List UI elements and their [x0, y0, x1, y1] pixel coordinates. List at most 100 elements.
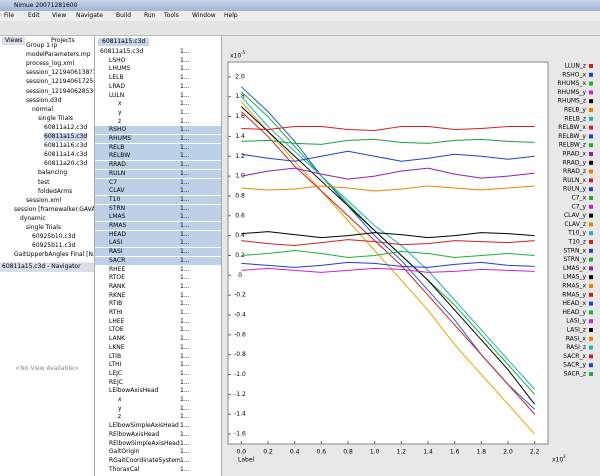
tree-item[interactable]: LTOE [109, 326, 124, 334]
tree-item[interactable]: RMAS [109, 222, 126, 230]
menu-item[interactable]: Window [192, 12, 216, 20]
tree-item[interactable]: LSHO [109, 57, 125, 65]
tree-item[interactable]: LHEE [109, 318, 124, 326]
tree-value: 1... [180, 326, 190, 334]
tree-item[interactable]: single Trials [38, 115, 73, 123]
menu-bar: File Edit View Navigate Build Run Tools Window H… [0, 11, 600, 21]
tree-item[interactable]: 60811a14.c3d [44, 151, 87, 159]
tree-item[interactable]: x [118, 396, 122, 404]
tree-item[interactable]: x [118, 100, 122, 108]
tree-item[interactable]: Group 1 ip [26, 42, 57, 50]
tree-item[interactable]: T10 [109, 196, 120, 204]
tree-item[interactable]: process_log.xml [26, 60, 74, 68]
projects-panel: ViewsProjectsGroup 1 ipmodelParameters.m… [0, 36, 95, 262]
legend-label: LLUN_z [565, 63, 586, 70]
tree-item[interactable]: 60811a20.c3d [44, 160, 87, 168]
tree-item[interactable]: z [118, 413, 121, 421]
tree-item[interactable]: RGaitCoordinateSystem [109, 457, 181, 465]
tree-item[interactable]: 60811a15.c3d [100, 48, 143, 56]
tree-item[interactable]: LASI [109, 239, 122, 247]
tree-item[interactable]: session_1219406138??? [26, 69, 95, 77]
legend-label: CLAV_z [564, 221, 586, 228]
tree-item[interactable]: modelParameters.mp [26, 51, 91, 59]
tree-item[interactable]: LElbowAxisHead [109, 387, 158, 395]
tree-item[interactable]: RRAD [109, 161, 126, 169]
tree-item[interactable]: GaitUpperbAngles Final [N... [14, 251, 95, 259]
tree-item[interactable]: test [38, 179, 50, 187]
tree-item[interactable]: 60925b10.c3d [32, 233, 75, 241]
tree-item[interactable]: STRN [109, 205, 125, 213]
tree-item[interactable]: C7 [109, 179, 117, 187]
tree-item[interactable]: foldedArms [38, 188, 72, 196]
tree-item[interactable]: ThoraxCal [109, 466, 139, 474]
tree-item[interactable]: LHUMS [109, 65, 130, 73]
menu-item[interactable]: Edit [28, 12, 40, 20]
tree-item[interactable]: LTIB [109, 353, 121, 361]
tree-item[interactable]: LANK [109, 335, 125, 343]
tree-item[interactable]: RASI [109, 248, 123, 256]
tree-value: 1... [180, 170, 190, 178]
tree-item[interactable]: RElbowSimpleAxisHead [109, 440, 180, 448]
tree-item[interactable]: session.d3d [26, 97, 62, 105]
tree-item[interactable]: 60811a15.c3d [44, 133, 87, 141]
tree-item[interactable]: RULN [109, 170, 125, 178]
menu-item[interactable]: File [4, 12, 14, 20]
tree-item[interactable]: LEJC [109, 370, 122, 378]
legend-label: LMAS_x [563, 265, 586, 272]
tree-item[interactable]: session_1219406172567 [26, 78, 95, 86]
tree-item[interactable]: RSHO [109, 126, 126, 134]
tree-item[interactable]: y [118, 405, 122, 413]
legend-label: SACR_z [564, 371, 586, 378]
tree-item[interactable]: session [framewalker.GAVA... [14, 206, 95, 214]
menu-item[interactable]: Run [144, 12, 156, 20]
tree-item[interactable]: RANK [109, 283, 125, 291]
legend-label: LMAS_y [563, 274, 586, 281]
tree-item[interactable]: LElbowSimpleAxisHead [109, 422, 179, 430]
tree-item[interactable]: session.xml [26, 197, 61, 205]
tree-item[interactable]: REJC [109, 379, 123, 387]
tree-item[interactable]: 60925b11.c3d [32, 242, 75, 250]
tree-item[interactable]: SACR [109, 257, 125, 265]
legend-label: RRAD_y [563, 159, 587, 166]
tree-item[interactable]: 60811a16.c3d [44, 142, 87, 150]
panel-tab[interactable]: Views [2, 37, 25, 45]
tree-item[interactable]: RTHI [109, 309, 123, 317]
tree-item[interactable]: RELB [109, 144, 124, 152]
tree-item[interactable]: RTIB [109, 300, 122, 308]
tree-item[interactable]: RELBW [109, 152, 130, 160]
tree-item[interactable]: LRAD [109, 83, 125, 91]
tree-item[interactable]: 60811a12.c3d [44, 124, 87, 132]
tree-item[interactable]: RElbowAxisHead [109, 431, 159, 439]
tree-item[interactable]: RTOE [109, 274, 125, 282]
tree-item[interactable]: session_1219406285362 [26, 88, 95, 96]
tree-item[interactable]: single Trials [26, 224, 61, 232]
tree-item[interactable]: LKNE [109, 344, 125, 352]
tree-item[interactable]: CLAV [109, 187, 125, 195]
tree-item[interactable]: y [118, 109, 122, 117]
menu-item[interactable]: Navigate [76, 12, 103, 20]
tree-item[interactable]: LULN [109, 92, 124, 100]
legend-label: RMAS_x [562, 283, 586, 290]
tree-value: 1... [180, 179, 190, 187]
tree-value: 1... [180, 379, 190, 387]
tree-item[interactable]: balancing [38, 169, 67, 177]
tree-item[interactable]: normal [32, 106, 53, 114]
y-scale-exp: -5 [241, 50, 245, 55]
tree-value: 1... [180, 448, 190, 456]
tree-item[interactable]: GaitOrigin [109, 448, 139, 456]
menu-item[interactable]: Help [224, 12, 238, 20]
tree-item[interactable]: RHEE [109, 266, 125, 274]
tree-item[interactable]: LTHI [109, 361, 121, 369]
tree-item[interactable]: HEAD [109, 231, 126, 239]
editor-tab[interactable]: 60811a15.c3d [98, 38, 149, 46]
legend-swatch [589, 82, 593, 86]
tree-item[interactable]: RHUMS [109, 135, 131, 143]
menu-item[interactable]: Build [116, 12, 131, 20]
menu-item[interactable]: View [52, 12, 66, 20]
tree-item[interactable]: LMAS [109, 213, 125, 221]
tree-item[interactable]: z [118, 118, 121, 126]
menu-item[interactable]: Tools [164, 12, 179, 20]
tree-item[interactable]: RKNE [109, 292, 125, 300]
tree-item[interactable]: dynamic [20, 215, 46, 223]
tree-item[interactable]: LELB [109, 74, 124, 82]
